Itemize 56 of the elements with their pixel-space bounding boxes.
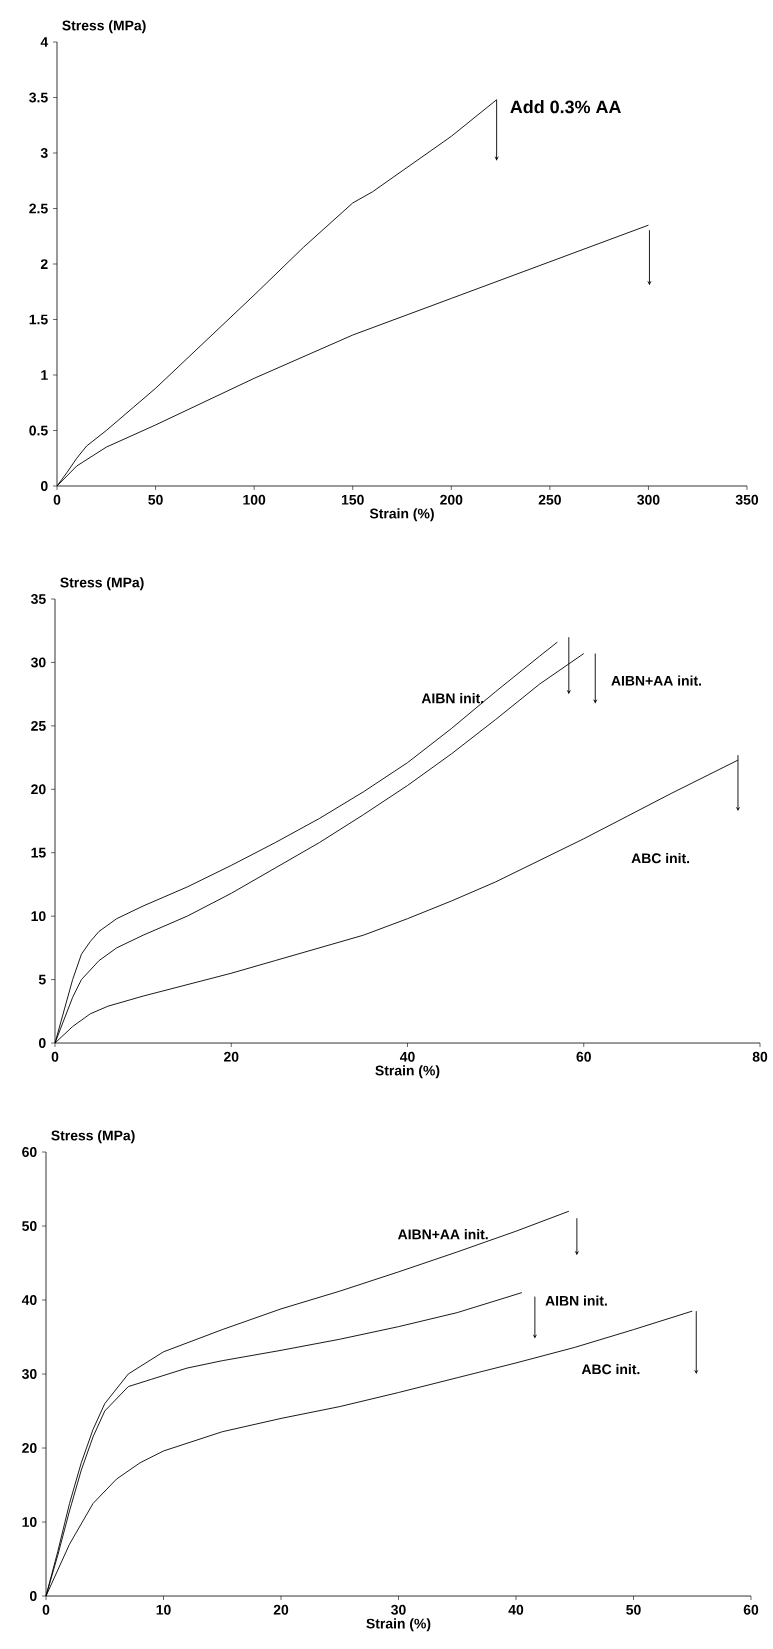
x-tick-label: 30: [391, 1604, 406, 1615]
y-tick-label: 4: [40, 37, 49, 47]
y-tick-label: 0.5: [29, 425, 48, 436]
y-tick-label: 3: [40, 148, 48, 158]
x-tick-label: 20: [223, 1051, 239, 1062]
text: AIBN+AA init.: [611, 675, 702, 686]
y-tick-label: 60: [22, 1147, 37, 1157]
y-tick-label: 30: [21, 1369, 37, 1379]
series-label: AIBN+AA init.: [397, 1229, 488, 1240]
x-tick-label: 20: [273, 1604, 289, 1615]
x-tick-label: 60: [576, 1051, 591, 1062]
series-label: AIBN init.: [421, 693, 484, 704]
x-axis-title: Strain (%): [369, 508, 434, 522]
y-axis-title: Stress (MPa): [51, 1130, 135, 1144]
y-tick-label: 2: [40, 259, 48, 269]
x-tick-label: 0: [53, 494, 61, 505]
x-tick-label: 10: [156, 1604, 171, 1615]
y-tick-label: 50: [22, 1221, 37, 1231]
y-tick-label: 0: [40, 481, 48, 491]
x-tick-label: 200: [440, 494, 463, 505]
x-tick-label: 60: [743, 1604, 759, 1615]
x-tick-label: 0: [51, 1051, 59, 1062]
x-tick-label: 250: [538, 494, 561, 505]
series-label: Add 0.3% AA: [510, 100, 621, 114]
y-tick-label: 0: [29, 1591, 37, 1601]
y-axis-title: Stress (MPa): [60, 577, 144, 591]
y-tick-label: 0: [38, 1038, 46, 1048]
x-axis-title: Strain (%): [375, 1065, 440, 1079]
y-tick-label: 10: [31, 911, 46, 922]
series-label: AIBN init.: [545, 1295, 607, 1306]
x-tick-label: 50: [148, 494, 163, 505]
y-tick-label: 15: [31, 847, 46, 858]
x-tick-label: 300: [637, 494, 660, 505]
y-tick-label: 1.5: [29, 314, 48, 325]
y-tick-label: 3.5: [29, 92, 48, 103]
x-tick-label: 350: [735, 494, 759, 505]
x-tick-label: 150: [341, 494, 364, 505]
y-tick-label: 1: [41, 370, 48, 380]
y-tick-label: 20: [22, 1443, 37, 1453]
x-tick-label: 80: [752, 1051, 768, 1062]
x-tick-label: 40: [508, 1604, 524, 1615]
y-tick-label: 25: [31, 720, 46, 731]
x-tick-label: 40: [399, 1051, 415, 1062]
y-tick-label: 2.5: [29, 203, 48, 214]
y-tick-label: 5: [38, 974, 46, 985]
x-axis-title: Strain (%): [366, 1618, 431, 1632]
y-tick-label: 30: [30, 657, 46, 668]
x-tick-label: 50: [626, 1604, 641, 1615]
text: ABC init.: [631, 853, 690, 864]
series-label: ABC init.: [581, 1364, 640, 1375]
y-tick-label: 10: [22, 1517, 37, 1527]
x-tick-label: 100: [243, 494, 266, 505]
y-axis-title: Stress (MPa): [62, 20, 146, 34]
y-tick-label: 35: [30, 594, 46, 604]
y-tick-label: 20: [31, 784, 46, 795]
y-tick-label: 40: [21, 1295, 37, 1305]
